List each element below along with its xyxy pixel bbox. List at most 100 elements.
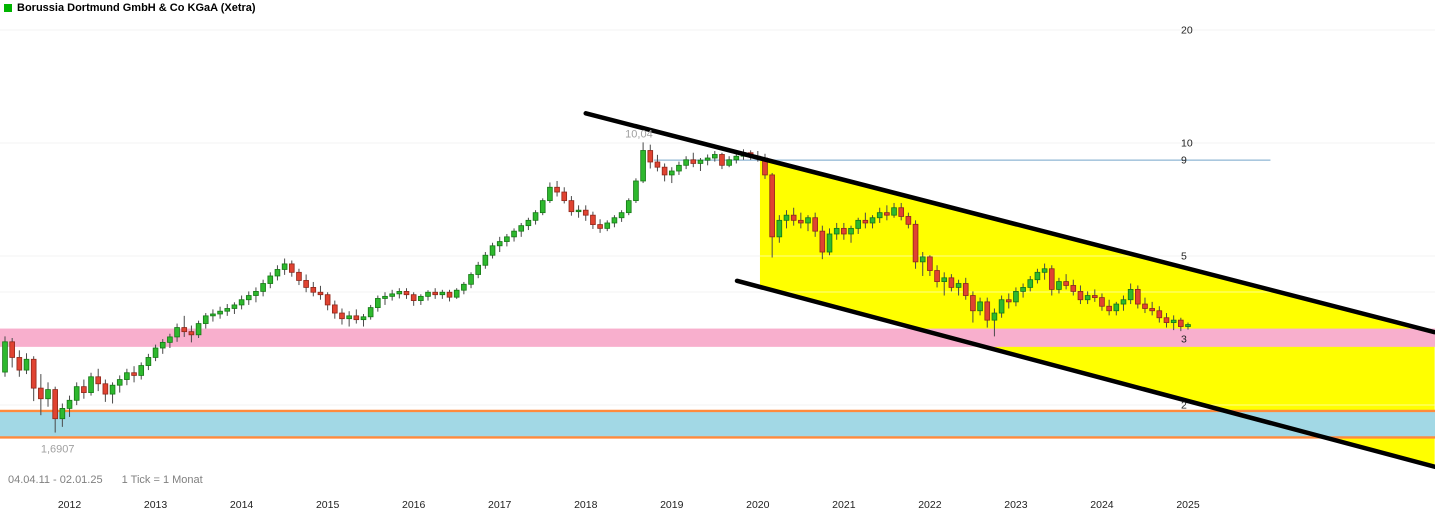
candle (52, 386, 58, 433)
candle (654, 154, 661, 172)
candle (819, 225, 826, 260)
candle (869, 215, 876, 229)
candle (977, 297, 983, 316)
candle (81, 379, 87, 399)
candle (1063, 274, 1069, 290)
candle (88, 372, 94, 396)
support-zone-cyan (0, 410, 1435, 438)
candle (855, 217, 861, 234)
candle (525, 217, 532, 231)
candle (188, 325, 195, 343)
candle (826, 228, 833, 256)
candle (432, 288, 438, 299)
candle (303, 274, 309, 293)
candle (1163, 313, 1170, 328)
x-axis-year-label: 2023 (1004, 499, 1028, 511)
candle (676, 161, 682, 175)
candle (905, 212, 912, 229)
candle (1185, 322, 1191, 330)
candle (798, 212, 804, 229)
candle (532, 210, 539, 225)
candle (1020, 283, 1026, 298)
candle (1048, 265, 1055, 296)
x-axis-year-label: 2013 (144, 499, 168, 511)
candle (1170, 315, 1177, 331)
candle (841, 222, 847, 240)
candle (934, 265, 940, 288)
candle (410, 292, 417, 306)
candle (539, 198, 546, 216)
candle (210, 309, 216, 322)
candle (425, 290, 431, 301)
candle (482, 252, 489, 269)
candle (1013, 287, 1019, 307)
candle (418, 294, 424, 305)
candle (317, 285, 324, 300)
candle (941, 272, 948, 296)
x-axis-year-label: 2025 (1176, 499, 1200, 511)
candle (1091, 289, 1098, 302)
candle (181, 315, 188, 337)
candle (590, 211, 596, 229)
candle (726, 156, 732, 168)
candle (1077, 285, 1084, 305)
candle (597, 219, 603, 233)
candle (984, 297, 991, 328)
candle (461, 281, 467, 295)
candle (1156, 306, 1163, 323)
chart-title: Borussia Dortmund GmbH & Co KGaA (Xetra) (17, 2, 256, 14)
y-axis-label: 9 (1181, 155, 1187, 167)
candle (453, 288, 460, 299)
candle (769, 172, 775, 258)
candle (382, 292, 388, 305)
candle (439, 289, 446, 299)
x-axis-year-label: 2016 (402, 499, 426, 511)
candle (324, 292, 331, 311)
y-axis-label: 10 (1181, 138, 1193, 150)
candle (668, 167, 675, 184)
candle (618, 210, 625, 222)
support-zone-pink (0, 328, 1435, 347)
candle (138, 362, 145, 380)
chart-header: Borussia Dortmund GmbH & Co KGaA (Xetra) (4, 2, 256, 14)
candle (30, 356, 37, 402)
candle (633, 178, 639, 203)
candle (948, 274, 955, 292)
low-price-label: 1,6907 (41, 444, 75, 456)
candle (575, 205, 582, 218)
candle (848, 225, 854, 243)
candle (683, 156, 689, 170)
candle (697, 158, 704, 172)
candle (238, 295, 245, 310)
candle (1135, 285, 1141, 309)
down-channel-fill (759, 158, 1435, 467)
candle (59, 403, 66, 427)
candle (884, 205, 890, 221)
candle (195, 320, 202, 338)
candle (776, 215, 783, 243)
candle (690, 152, 697, 168)
candle (38, 374, 44, 416)
candle (1113, 301, 1120, 316)
candle (561, 187, 568, 204)
candle (274, 265, 281, 281)
candle (375, 295, 381, 312)
candle (95, 368, 102, 392)
candle (805, 215, 811, 232)
candle (640, 142, 646, 184)
candle (1041, 263, 1048, 280)
candle (1056, 277, 1062, 294)
x-axis-year-label: 2014 (230, 499, 254, 511)
candle (468, 272, 474, 289)
date-range-label: 04.04.11 - 02.01.25 (8, 474, 103, 486)
candle (145, 353, 152, 371)
candle (862, 212, 869, 229)
candle (790, 207, 797, 226)
candle (504, 233, 510, 247)
candle (231, 302, 238, 314)
candle (253, 287, 259, 303)
candle (152, 344, 159, 362)
series-legend-swatch (4, 4, 12, 12)
candle (9, 337, 15, 368)
